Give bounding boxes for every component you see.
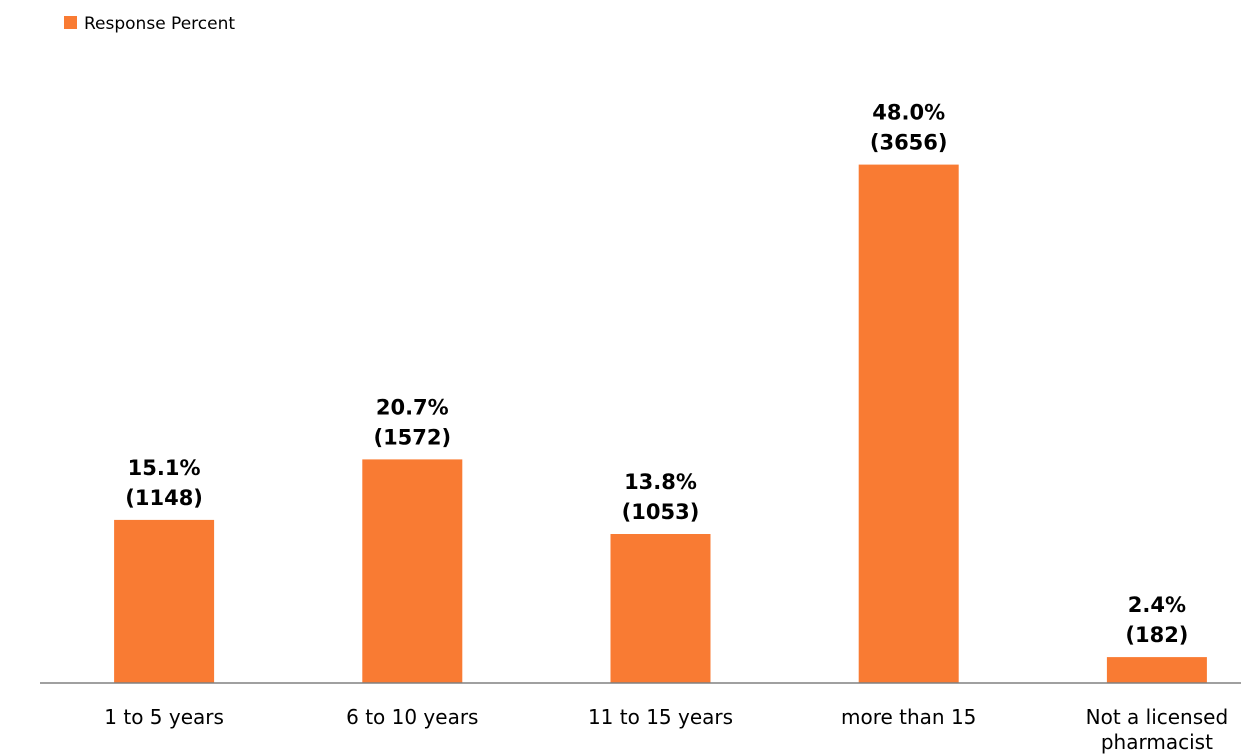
x-tick-label: 6 to 10 years xyxy=(346,705,478,729)
data-label-count: (1572) xyxy=(373,425,451,449)
legend-swatch xyxy=(64,16,77,29)
x-tick-label: Not a licensed xyxy=(1086,705,1229,729)
x-tick-label: 1 to 5 years xyxy=(104,705,224,729)
data-label-percent: 2.4% xyxy=(1128,593,1186,617)
legend-label: Response Percent xyxy=(84,14,235,34)
x-tick-label: more than 15 xyxy=(841,705,976,729)
bar xyxy=(114,519,215,683)
data-label-percent: 48.0% xyxy=(872,101,945,125)
data-label-percent: 13.8% xyxy=(624,470,697,494)
data-label-count: (1148) xyxy=(125,486,203,510)
x-tick-label: 11 to 15 years xyxy=(588,705,733,729)
bar xyxy=(858,164,959,684)
data-label-count: (1053) xyxy=(622,500,700,524)
data-label-count: (3656) xyxy=(870,131,948,155)
x-tick-labels-group: 1 to 5 years 6 to 10 years 11 to 15 years m… xyxy=(104,705,1228,754)
data-label-percent: 15.1% xyxy=(128,456,201,480)
bars-group xyxy=(114,164,1207,684)
bar xyxy=(362,459,463,683)
data-labels-group: 15.1% (1148) 20.7% (1572) 13.8% (1053) 48.0% (3… xyxy=(125,101,1188,647)
data-label-count: (182) xyxy=(1125,623,1188,647)
data-label-percent: 20.7% xyxy=(376,395,449,419)
bar xyxy=(610,534,711,683)
legend: Response Percent xyxy=(64,14,235,34)
x-tick-label: pharmacist xyxy=(1101,730,1213,754)
bar xyxy=(1106,657,1207,683)
